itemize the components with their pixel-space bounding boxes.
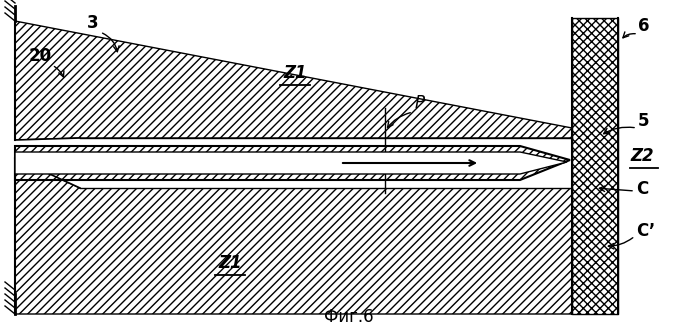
Text: Z2: Z2 xyxy=(630,147,654,165)
Text: 6: 6 xyxy=(638,17,649,35)
Text: 3: 3 xyxy=(87,14,99,32)
Text: P: P xyxy=(415,94,425,112)
Polygon shape xyxy=(15,158,572,314)
Polygon shape xyxy=(15,152,567,174)
Text: Z1: Z1 xyxy=(218,254,242,272)
Text: C’: C’ xyxy=(636,222,655,240)
Polygon shape xyxy=(572,18,618,314)
Text: Z1: Z1 xyxy=(283,64,307,82)
Polygon shape xyxy=(15,21,572,140)
Text: 20: 20 xyxy=(29,47,52,65)
Text: Фиг.6: Фиг.6 xyxy=(324,308,374,326)
Polygon shape xyxy=(15,146,570,180)
Polygon shape xyxy=(15,138,572,188)
Text: C: C xyxy=(636,180,648,198)
Text: 5: 5 xyxy=(638,112,649,130)
